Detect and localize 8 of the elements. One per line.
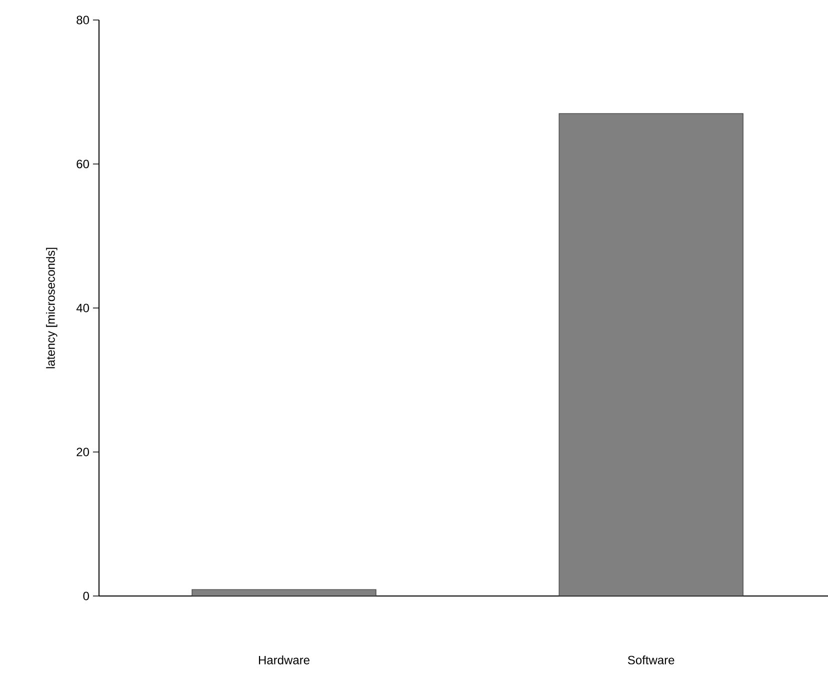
y-tick-label: 80 [76,16,90,24]
y-axis-title: latency [microseconds] [46,248,58,368]
y-tick-label: 0 [83,592,90,600]
y-tick-label: 40 [76,304,90,312]
x-tick-label: Software [628,656,674,664]
y-tick-label: 60 [76,160,90,168]
x-tick-label: Hardware [258,656,310,664]
y-tick-label: 20 [76,448,90,456]
